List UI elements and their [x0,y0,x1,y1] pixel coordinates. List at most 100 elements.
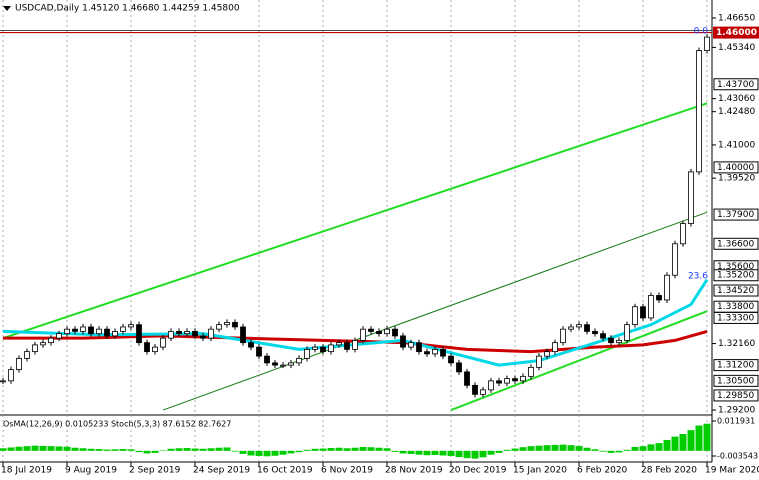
candle [592,331,598,335]
candle [552,342,558,353]
candle [392,328,398,337]
osma-bar [567,445,575,451]
candle [520,375,526,382]
candle [584,324,590,332]
fib-label: 23.6 [688,271,708,281]
candle [368,328,374,332]
level-box [713,284,759,297]
osma-bar [351,447,359,451]
candle [480,389,486,395]
osma-bar [479,450,487,458]
level-box [713,374,759,387]
level-label: 1.34520 [717,286,754,296]
level-label: 1.40000 [717,163,754,173]
level-label: 1.43700 [717,80,754,90]
candle [464,371,470,386]
level-label: 1.31200 [717,361,754,371]
candle [360,328,366,341]
osma-bar [359,446,367,451]
x-tick-label: 16 Oct 2019 [257,466,313,476]
osma-bar [127,449,135,451]
candle [72,328,78,332]
candle [192,331,198,337]
candle [456,362,462,373]
osma-bar [527,446,535,451]
osma-bar [71,447,79,451]
osma-bar [159,450,167,451]
candle [680,223,686,245]
indicator-title: OsMA(12,26,9) 0.0105233 Stoch(5,3,3) 87.… [3,420,231,429]
osma-bar [639,446,647,451]
candle [448,355,454,364]
osma-bar [583,447,591,451]
osma-bar [151,450,159,453]
osma-bar [119,449,127,451]
candle [232,322,238,328]
candle [176,331,182,335]
osma-bar [255,450,263,457]
osma-bar [575,445,583,451]
y-tick-label: 1.32160 [718,339,755,349]
osma-bar [383,448,391,451]
level-box [713,389,759,402]
trendline [450,310,708,411]
candle [64,328,70,335]
osma-bar [615,450,623,453]
candle [704,36,710,51]
osma-bar [439,450,447,456]
candle [424,351,430,355]
candle [112,331,118,337]
candle [504,378,510,384]
candle [536,355,542,368]
osma-bar [415,450,423,455]
y-tick-label: 1.41000 [718,140,755,150]
osma-bar [423,450,431,456]
osma-bar [431,450,439,455]
osma-bar [143,450,151,454]
level-box [713,78,759,91]
candle [496,380,502,384]
trendline [2,102,708,340]
candle [304,348,310,359]
level-box [713,311,759,324]
x-tick-label: 19 Mar 2020 [705,466,759,476]
candle [48,337,54,344]
candle [560,328,566,344]
osma-bar [311,448,319,451]
osma-bar [535,445,543,451]
candle [8,369,14,382]
candle [288,362,294,366]
level-label: 1.33800 [717,302,754,312]
candle [384,328,390,335]
candle [40,342,46,346]
osma-bar [15,446,23,451]
x-tick-label: 15 Jan 2020 [513,466,567,476]
moving-average [3,329,708,354]
candle [328,344,334,353]
osma-bar [199,448,207,451]
x-tick-label: 24 Sep 2019 [193,466,250,476]
fib-label: 0.0 [694,27,709,37]
candle [656,295,662,301]
osma-bar [271,450,279,456]
x-tick-label: 28 Nov 2019 [385,466,443,476]
candle [544,351,550,357]
candle [104,328,110,337]
candle [632,306,638,326]
osma-bar [367,447,375,451]
candle [528,366,534,377]
osma-bar [455,450,463,458]
x-tick-label: 18 Jul 2019 [1,466,52,476]
candle [696,50,702,173]
x-tick-label: 6 Nov 2019 [321,466,373,476]
current-level-label: 1.46000 [716,28,757,38]
osma-bar [215,447,223,451]
candle [568,326,574,330]
osma-bar [679,434,687,451]
osma-bar [7,447,15,451]
candle [472,384,478,395]
osma-bar [319,448,327,451]
level-label: 1.35200 [717,271,754,281]
candle [488,380,494,391]
candle [184,331,190,335]
